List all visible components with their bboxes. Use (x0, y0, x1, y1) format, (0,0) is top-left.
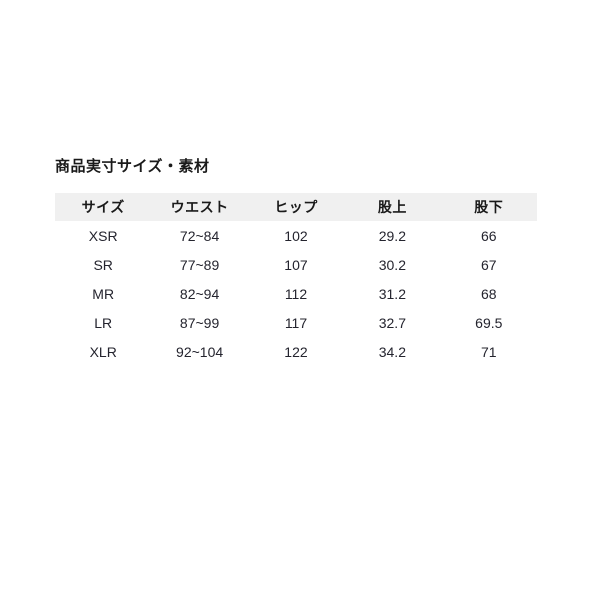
rise-value: 32.7 (378, 314, 406, 331)
header-row: サイズ ウエスト ヒップ 股上 股下 (55, 193, 537, 221)
table-row-xlr: XLR 92~104 122 34.2 71 (55, 337, 537, 366)
waist-value: 72~84 (179, 227, 220, 244)
column-header-hip: ヒップ (247, 193, 345, 221)
rise-value: 31.2 (378, 285, 406, 302)
size-label: SR (93, 256, 113, 273)
size-spec-section: 商品実寸サイズ・素材 サイズ ウエスト ヒップ 股上 股下 XSR 72~84 … (55, 155, 539, 366)
rise-value: 34.2 (378, 343, 406, 360)
column-header-rise: 股上 (344, 193, 441, 221)
size-label: XSR (88, 227, 118, 244)
waist-value: 87~99 (179, 314, 220, 331)
rise-value: 30.2 (378, 256, 406, 273)
hip-value: 122 (284, 343, 308, 360)
waist-value: 92~104 (176, 343, 224, 360)
table-row-mr: MR 82~94 112 31.2 68 (55, 279, 537, 308)
hip-value: 107 (284, 256, 308, 273)
inseam-value: 67 (480, 256, 497, 273)
table-row-sr: SR 77~89 107 30.2 67 (55, 250, 537, 279)
section-title: 商品実寸サイズ・素材 (55, 158, 210, 175)
table-row-lr: LR 87~99 117 32.7 69.5 (55, 308, 537, 337)
column-header-waist: ウエスト (151, 193, 248, 221)
size-label: LR (94, 314, 113, 331)
waist-value: 82~94 (179, 285, 220, 302)
inseam-value: 68 (480, 285, 497, 302)
hip-value: 117 (284, 314, 308, 331)
column-header-size: サイズ (55, 193, 152, 221)
waist-value: 77~89 (179, 256, 220, 273)
size-spec-table: サイズ ウエスト ヒップ 股上 股下 XSR 72~84 102 29.2 66… (55, 193, 537, 366)
hip-value: 112 (284, 285, 308, 302)
column-header-inseam: 股下 (440, 193, 537, 221)
inseam-value: 71 (480, 343, 497, 360)
size-label: MR (92, 285, 115, 302)
size-label: XLR (89, 343, 117, 360)
size-table-header: サイズ ウエスト ヒップ 股上 股下 (55, 193, 537, 221)
size-table-body: XSR 72~84 102 29.2 66 SR 77~89 107 30.2 … (55, 221, 537, 366)
inseam-value: 69.5 (475, 314, 503, 331)
table-row-xsr: XSR 72~84 102 29.2 66 (55, 221, 537, 250)
hip-value: 102 (284, 227, 308, 244)
inseam-value: 66 (480, 227, 497, 244)
rise-value: 29.2 (378, 227, 406, 244)
